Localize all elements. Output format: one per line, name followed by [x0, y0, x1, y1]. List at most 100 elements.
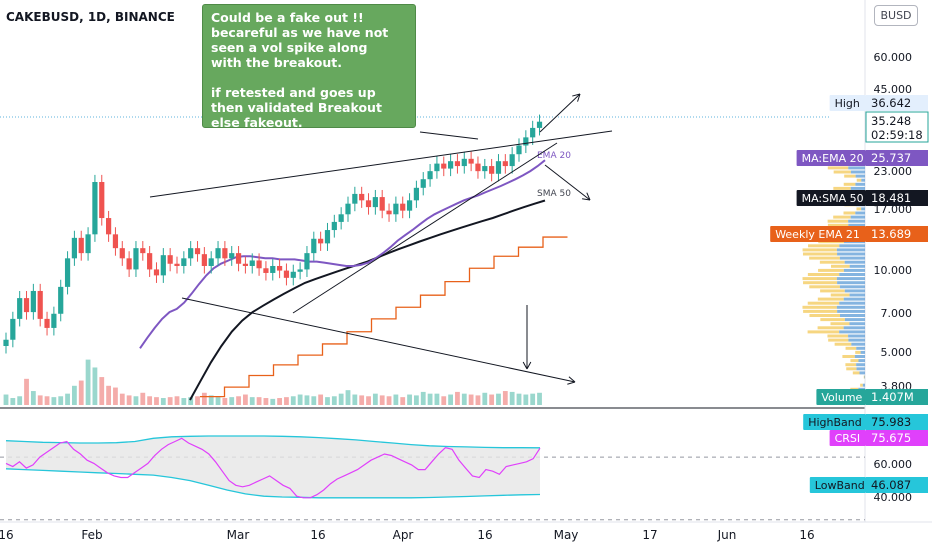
volume-profile-bar	[837, 309, 865, 313]
ema20-badge-value-bg	[866, 150, 928, 166]
volume-profile-bar	[855, 211, 865, 215]
candle-body	[283, 270, 290, 278]
candle-body	[3, 339, 9, 346]
candle-body	[119, 248, 125, 259]
crsi-badge-label-bg	[829, 430, 866, 446]
volume-profile-bar	[859, 371, 865, 375]
volume-profile-bar	[851, 342, 865, 346]
volume-bar	[468, 394, 474, 405]
candle-body	[468, 158, 474, 164]
volume-profile-bar	[844, 260, 865, 264]
volume-bar	[297, 394, 303, 405]
volume-profile-bar	[845, 346, 857, 350]
volume-bar	[325, 397, 330, 405]
volume-bar	[243, 394, 248, 405]
volume-bar	[119, 393, 125, 405]
candle-body	[379, 197, 385, 211]
candle-body	[85, 234, 91, 254]
volume-bar	[318, 394, 324, 405]
volume-bar	[44, 396, 50, 405]
volume-profile-bar	[855, 350, 861, 354]
volume-profile-bar	[862, 383, 865, 387]
volume-bar	[434, 393, 440, 405]
volume-profile-bar	[817, 297, 844, 301]
sma50-line	[189, 199, 546, 401]
crsi-line	[5, 437, 541, 499]
volume-profile-bar	[861, 178, 865, 182]
volume-bar	[400, 397, 406, 405]
highband-badge-value: 75.983	[871, 415, 911, 429]
volume-bar	[17, 396, 23, 405]
candle-body	[167, 255, 173, 264]
candle-body	[78, 237, 84, 254]
candle-body	[30, 290, 36, 313]
volume-profile-bar	[852, 371, 860, 375]
candle-body	[502, 161, 508, 167]
volume-bar	[72, 385, 77, 405]
fakeout-arrow-head	[582, 198, 591, 201]
volume-profile-bar	[809, 256, 840, 260]
sma50-label: SMA 50	[537, 189, 571, 199]
volume-profile-bar	[863, 375, 865, 379]
drawings	[149, 93, 613, 385]
candle-body	[509, 154, 515, 167]
volume-bar	[277, 398, 282, 405]
annotation-note[interactable]: Could be a fake out !! becareful as we h…	[202, 4, 416, 130]
candle-body	[160, 255, 166, 276]
time-tick-label: 16	[310, 528, 325, 542]
volume-profile-bar	[856, 346, 865, 350]
candle-body	[270, 265, 276, 273]
volume-profile-bar	[844, 174, 856, 178]
high-badge-value: 36.642	[871, 96, 911, 110]
volume-bar	[290, 396, 296, 405]
candle-body	[17, 298, 23, 319]
breakout-arrow-head	[572, 93, 581, 97]
highband-badge-label: HighBand	[808, 416, 862, 429]
volume-bar	[482, 392, 488, 405]
volume-bar	[188, 397, 194, 405]
volume-bar	[30, 391, 36, 405]
volume-profile-bar	[864, 375, 865, 379]
osc-tick-label: 60.000	[874, 458, 913, 471]
currency-button[interactable]: BUSD	[874, 5, 918, 26]
volume-bar	[24, 378, 29, 405]
volume-profile-bar	[833, 170, 851, 174]
volume-profile-bar	[802, 305, 837, 309]
candle-body	[393, 203, 399, 215]
candle-body	[64, 258, 71, 287]
volume-profile-bar	[836, 277, 865, 281]
candle-body	[311, 238, 317, 254]
osc-tick-label: 40.000	[874, 491, 913, 504]
candle-body	[201, 254, 207, 266]
volume-profile-bar	[827, 219, 849, 223]
high-badge-value-bg	[866, 95, 928, 111]
candle-body	[352, 193, 358, 204]
volume-profile-bar	[856, 363, 865, 367]
volume-profile-bar	[820, 318, 845, 322]
weekly-ema-badge-value: 13.689	[871, 227, 911, 241]
volume-profile-bar	[827, 223, 849, 227]
candle-body	[194, 248, 201, 255]
candle-body	[10, 318, 16, 340]
fakeout-arrow	[544, 164, 591, 201]
lowband-badge-value: 46.087	[871, 478, 911, 492]
volume-bar	[523, 394, 529, 405]
highband-badge-value-bg	[866, 414, 928, 430]
volume-profile-bar	[803, 281, 838, 285]
candle-body	[489, 166, 495, 174]
volume-profile-bar	[802, 277, 837, 281]
volume-profile-bar	[817, 326, 844, 330]
volume-bar	[236, 396, 241, 405]
candle-body	[37, 290, 43, 319]
price-tick-label: 23.000	[874, 165, 913, 178]
volume-bar	[338, 393, 344, 405]
volume-profile-bar	[827, 166, 849, 170]
volume-profile-bar	[802, 248, 837, 252]
volume-profile-bar	[839, 301, 865, 305]
volume-profile-bar	[839, 330, 865, 334]
volume-profile-bar	[849, 322, 865, 326]
volume-profile-bar	[818, 268, 844, 272]
volume-badge-label-bg	[816, 389, 866, 405]
candle-body	[174, 263, 180, 266]
